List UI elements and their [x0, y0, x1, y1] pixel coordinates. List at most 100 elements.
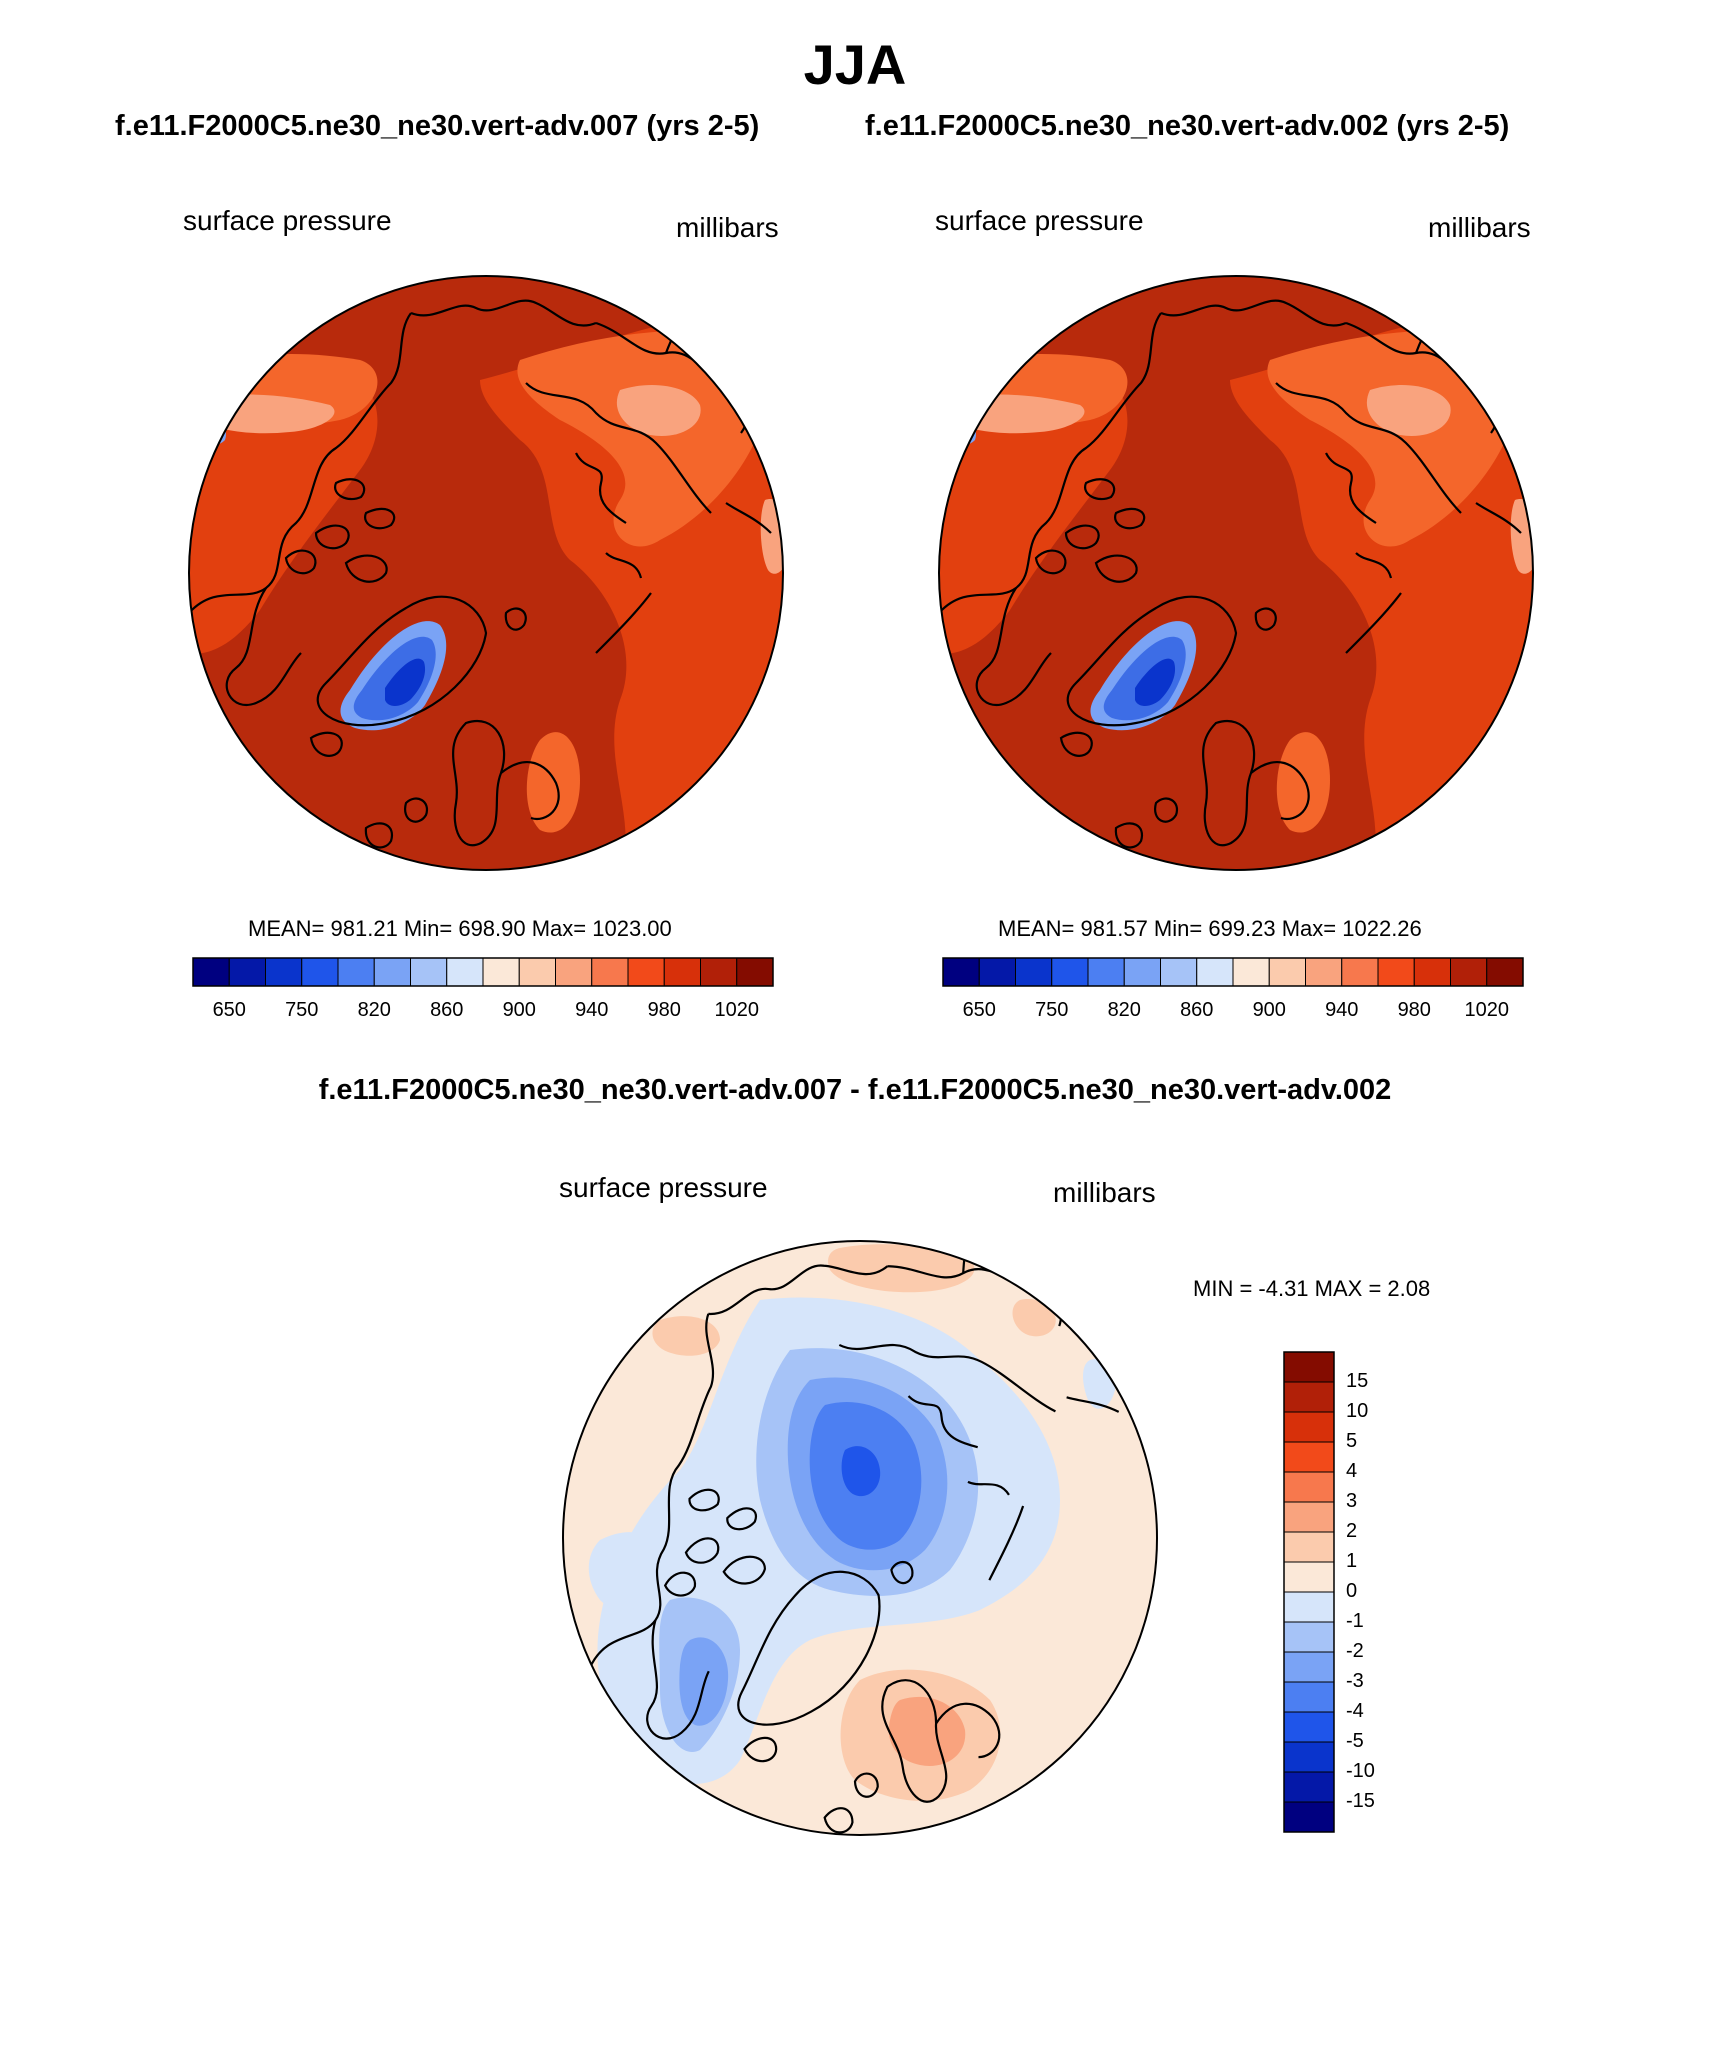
map-boundary-1	[188, 275, 784, 871]
colorbar-outline	[942, 957, 1524, 987]
diff-colorbar-box	[1283, 1741, 1335, 1773]
colorbar-tick-label: 860	[430, 999, 464, 1021]
colorbar-tick-label: 860	[1180, 999, 1214, 1021]
diff-colorbar-tick-label: 3	[1346, 1490, 1358, 1512]
diff-colorbar-outline	[1283, 1351, 1335, 1833]
diff-colorbar-box	[1283, 1801, 1335, 1833]
main-title: JJA	[803, 33, 907, 96]
colorbar-tick-label: 980	[647, 999, 681, 1021]
panel1-variable: surface pressure	[183, 205, 392, 236]
diff-min-region	[841, 1446, 881, 1497]
colorbar-box	[192, 957, 230, 987]
colorbar-box	[1305, 957, 1343, 987]
field-mid-left	[939, 365, 1128, 654]
colorbar-box	[1051, 957, 1089, 987]
colorbar-1	[192, 957, 774, 987]
diff-colorbar-tick-label: -1	[1346, 1610, 1364, 1632]
field-ice-light-left	[945, 418, 976, 446]
colorbar-box	[736, 957, 774, 987]
colorbar-tick-label: 650	[212, 999, 246, 1021]
colorbar-box	[337, 957, 375, 987]
map-panel-2	[938, 275, 1534, 871]
panel2-variable: surface pressure	[935, 205, 1144, 236]
diff-colorbar-tick-label: 1	[1346, 1550, 1358, 1572]
colorbar-box	[518, 957, 556, 987]
field-light-asia	[517, 330, 762, 547]
diff-pos-right	[1012, 1299, 1056, 1337]
field-pale-asia	[1366, 385, 1451, 436]
colorbar-box	[1486, 957, 1524, 987]
diff-colorbar-tick-label: 5	[1346, 1430, 1358, 1452]
colorbar-box	[228, 957, 266, 987]
colorbar-box	[942, 957, 980, 987]
field-light-asia	[1267, 330, 1512, 547]
field-light-scand	[526, 732, 580, 833]
diff-units: millibars	[1053, 1177, 1156, 1208]
colorbar-tick-label: 820	[1107, 999, 1141, 1021]
colorbar-tick-label: 1020	[1464, 999, 1510, 1021]
colorbar-box	[1123, 957, 1161, 987]
map-boundary-diff	[562, 1240, 1158, 1836]
diff-colorbar-tick-label: 4	[1346, 1460, 1358, 1482]
diff-colorbar	[1283, 1351, 1335, 1833]
map-panel-diff	[562, 1240, 1158, 1836]
colorbar-tick-label: 820	[357, 999, 391, 1021]
colorbar-box	[1341, 957, 1379, 987]
diff-colorbar-tick-label: 2	[1346, 1520, 1358, 1542]
colorbar-box	[555, 957, 593, 987]
colorbar-outline	[192, 957, 774, 987]
field-light-scand	[1276, 732, 1330, 833]
colorbar-tick-label: 900	[502, 999, 536, 1021]
map-boundary-2	[938, 275, 1534, 871]
colorbar-tick-label: 750	[1035, 999, 1069, 1021]
colorbar-2	[942, 957, 1524, 987]
colorbar-box	[1450, 957, 1488, 987]
diff-colorbar-tick-label: 0	[1346, 1580, 1358, 1602]
panel1-stats: MEAN= 981.21 Min= 698.90 Max= 1023.00	[248, 916, 672, 941]
panel2-stats: MEAN= 981.57 Min= 699.23 Max= 1022.26	[998, 916, 1422, 941]
diff-colorbar-box	[1283, 1441, 1335, 1473]
diff-colorbar-box	[1283, 1351, 1335, 1383]
colorbar-box	[1087, 957, 1125, 987]
colorbar-box	[627, 957, 665, 987]
colorbar-box	[410, 957, 448, 987]
colorbar-box	[663, 957, 701, 987]
diff-variable: surface pressure	[559, 1172, 768, 1203]
field-pale-asia	[616, 385, 701, 436]
colorbar-box	[700, 957, 738, 987]
colorbar-box	[482, 957, 520, 987]
diff-colorbar-tick-label: -4	[1346, 1700, 1364, 1722]
colorbar-tick-label: 1020	[714, 999, 760, 1021]
field-ice-deep	[385, 658, 426, 706]
diff-colorbar-box	[1283, 1771, 1335, 1803]
colorbar-tick-label: 940	[1325, 999, 1359, 1021]
colorbar-box	[1160, 957, 1198, 987]
diff-colorbar-box	[1283, 1531, 1335, 1563]
diff-colorbar-box	[1283, 1681, 1335, 1713]
diff-title: f.e11.F2000C5.ne30_ne30.vert-adv.007 - f…	[318, 1074, 1392, 1106]
diff-colorbar-box	[1283, 1651, 1335, 1683]
map-panel-1	[188, 275, 784, 871]
field-ice-light-left	[195, 418, 226, 446]
diff-neg-light-2	[588, 1532, 662, 1611]
diff-colorbar-tick-label: -2	[1346, 1640, 1364, 1662]
field-mid-left	[189, 365, 378, 654]
diff-pos-2	[888, 1696, 966, 1766]
colorbar-box	[1232, 957, 1270, 987]
diff-colorbar-box	[1283, 1471, 1335, 1503]
diff-colorbar-tick-label: 10	[1346, 1400, 1369, 1422]
colorbar-box	[1196, 957, 1234, 987]
panel2-units: millibars	[1428, 212, 1531, 243]
case2-title: f.e11.F2000C5.ne30_ne30.vert-adv.002 (yr…	[865, 110, 1510, 142]
case1-title: f.e11.F2000C5.ne30_ne30.vert-adv.007 (yr…	[115, 110, 760, 142]
colorbar-box	[1413, 957, 1451, 987]
field-ice-deep	[1135, 658, 1176, 706]
colorbar-box	[978, 957, 1016, 987]
diff-colorbar-box	[1283, 1411, 1335, 1443]
colorbar-box	[1015, 957, 1053, 987]
colorbar-box	[446, 957, 484, 987]
diff-colorbar-tick-label: -15	[1346, 1790, 1375, 1812]
diff-colorbar-box	[1283, 1621, 1335, 1653]
colorbar-tick-label: 980	[1397, 999, 1431, 1021]
